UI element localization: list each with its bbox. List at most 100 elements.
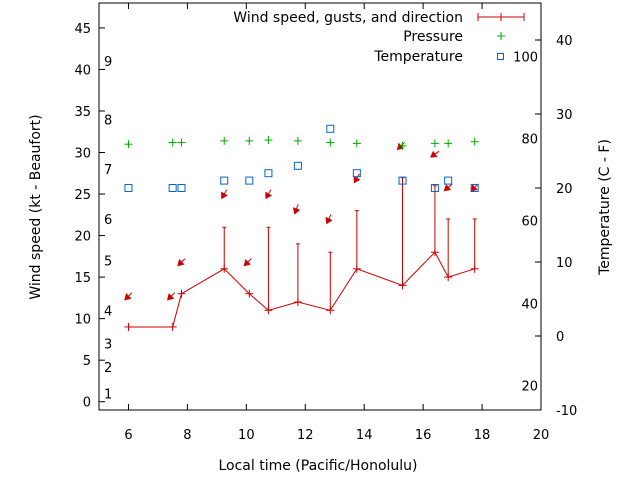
- celsius-tick-label: 30: [556, 108, 573, 123]
- fahrenheit-tick-label: 20: [521, 380, 538, 395]
- beaufort-tick-label: 3: [104, 338, 112, 353]
- wind-direction-arrow: [124, 292, 133, 301]
- y-axis-label-right: Temperature (C - F): [597, 139, 613, 276]
- wind-arrow-head: [353, 175, 361, 184]
- wind-direction-arrow: [177, 258, 186, 267]
- wind-direction-arrow: [470, 183, 479, 192]
- celsius-tick-label: 10: [556, 256, 573, 271]
- temperature-point: [293, 161, 302, 170]
- wind-arrow-head: [177, 259, 185, 267]
- pressure-point: [124, 140, 133, 149]
- wind-direction-arrow: [292, 204, 301, 215]
- wind-direction-arrow: [443, 183, 453, 192]
- temperature-point: [245, 176, 254, 185]
- pressure-point: [293, 136, 302, 145]
- wind-direction-arrow: [430, 150, 440, 158]
- beaufort-tick-label: 8: [104, 113, 112, 128]
- legend-swatch-temperature: [497, 53, 504, 60]
- temperature-point: [430, 184, 439, 192]
- y-axis-label-left: Wind speed (kt - Beaufort): [28, 114, 44, 299]
- wind-arrow-head: [166, 293, 175, 301]
- wind-tick-label: 35: [74, 105, 91, 120]
- wind-tick-label: 40: [74, 63, 91, 78]
- x-tick-label: 18: [474, 428, 491, 443]
- beaufort-tick-label: 6: [104, 213, 112, 228]
- legend-label-wind: Wind speed, gusts, and direction: [233, 10, 463, 26]
- wind-arrow-head: [265, 191, 273, 200]
- pressure-point: [470, 137, 479, 146]
- wind-arrow-head: [292, 207, 301, 215]
- pressure-point: [264, 136, 273, 145]
- temperature-point: [444, 176, 453, 185]
- wind-arrow-head: [470, 184, 478, 192]
- fahrenheit-tick-label: 40: [521, 297, 538, 312]
- pressure-point: [326, 138, 335, 147]
- wind-tick-label: 5: [83, 354, 91, 369]
- pressure-point: [220, 136, 229, 145]
- wind-tick-label: 30: [74, 147, 91, 162]
- legend: Wind speed, gusts, and direction Pressur…: [233, 10, 525, 65]
- temperature-point: [124, 184, 133, 192]
- celsius-tick-label: 0: [556, 330, 564, 345]
- temperature-point: [220, 176, 229, 185]
- x-tick-label: 10: [238, 428, 255, 443]
- temperature-point: [177, 184, 186, 192]
- x-tick-label: 12: [297, 428, 314, 443]
- wind-arrow-head: [243, 259, 251, 267]
- beaufort-tick-label: 2: [104, 361, 112, 376]
- x-tick-label: 6: [124, 428, 132, 443]
- fahrenheit-tick-label: 80: [521, 132, 538, 147]
- pressure-point: [398, 141, 407, 150]
- pressure-point: [177, 138, 186, 147]
- beaufort-tick-label: 1: [104, 387, 112, 402]
- plot-frame: [98, 2, 542, 411]
- wind-direction-arrow: [243, 258, 252, 267]
- legend-label-pressure: Pressure: [403, 29, 463, 45]
- wind-arrow-head: [124, 293, 132, 301]
- pressure-point: [444, 139, 453, 148]
- tick-layer: 6 8 10 12 14 16 18 2005101520253035404512345678…: [74, 3, 577, 443]
- wind-direction-arrow: [221, 189, 228, 200]
- temperature-point: [168, 184, 177, 192]
- temperature-point: [264, 169, 273, 178]
- x-tick-label: 16: [415, 428, 432, 443]
- temperature-point: [470, 184, 479, 192]
- legend-label-temperature: Temperature: [373, 49, 463, 65]
- x-tick-label: 8: [183, 428, 191, 443]
- pressure-point: [245, 136, 254, 145]
- beaufort-tick-label: 9: [104, 55, 112, 70]
- wind-direction-arrow: [325, 214, 333, 225]
- wind-tick-label: 25: [74, 188, 91, 203]
- celsius-tick-label: 40: [556, 34, 573, 49]
- x-tick-label: 20: [533, 428, 550, 443]
- beaufort-tick-label: 5: [104, 254, 112, 269]
- celsius-tick-label: -10: [556, 404, 577, 419]
- temperature-point: [326, 124, 335, 133]
- legend-swatch-pressure: [497, 32, 505, 40]
- wind-direction-arrow: [353, 173, 361, 184]
- series-layer: [124, 124, 479, 331]
- x-tick-label: 14: [356, 428, 373, 443]
- wind-arrow-head: [443, 184, 452, 192]
- wind-arrow-head: [325, 216, 333, 225]
- beaufort-tick-label: 4: [104, 304, 112, 319]
- wind-tick-label: 10: [74, 313, 91, 328]
- wind-arrow-head: [221, 191, 228, 200]
- celsius-tick-label: 20: [556, 182, 573, 197]
- pressure-point: [352, 139, 361, 148]
- temperature-point: [352, 169, 361, 178]
- wind-tick-label: 15: [74, 271, 91, 286]
- x-axis-label: Local time (Pacific/Honolulu): [218, 458, 417, 474]
- fahrenheit-tick-label: 60: [521, 215, 538, 230]
- temperature-point: [398, 176, 407, 185]
- wind-direction-arrow: [166, 292, 176, 301]
- wind-tick-label: 0: [83, 396, 91, 411]
- fahrenheit-tick-label: 100: [513, 50, 538, 65]
- wind-arrow-head: [430, 150, 438, 158]
- pressure-point: [168, 138, 177, 147]
- beaufort-tick-label: 7: [104, 163, 112, 178]
- wind-tick-label: 20: [74, 230, 91, 245]
- pressure-point: [430, 139, 439, 148]
- wind-tick-label: 45: [74, 22, 91, 37]
